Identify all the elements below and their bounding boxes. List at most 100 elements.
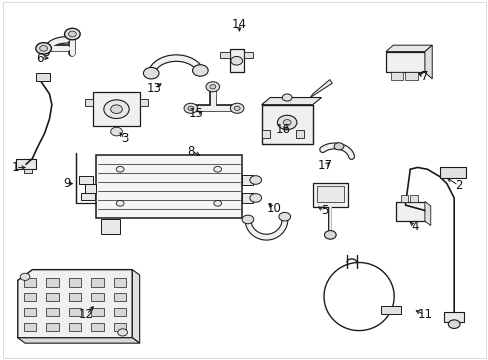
Bar xyxy=(114,278,126,287)
Bar xyxy=(261,130,270,138)
Text: 16: 16 xyxy=(275,123,290,136)
Text: 3: 3 xyxy=(121,132,128,145)
Circle shape xyxy=(110,105,122,113)
Bar xyxy=(46,293,59,301)
Circle shape xyxy=(324,230,335,239)
Bar xyxy=(444,312,463,321)
Circle shape xyxy=(110,127,122,136)
Bar xyxy=(312,183,347,207)
Circle shape xyxy=(64,28,80,40)
Circle shape xyxy=(230,57,242,65)
Bar xyxy=(439,167,466,178)
Polygon shape xyxy=(310,80,331,98)
Bar xyxy=(91,278,104,287)
Circle shape xyxy=(36,42,51,54)
Bar xyxy=(140,99,148,106)
Bar xyxy=(69,278,81,287)
Bar xyxy=(114,293,126,301)
Bar xyxy=(243,52,253,58)
Bar xyxy=(101,219,120,234)
Bar xyxy=(114,323,126,331)
Polygon shape xyxy=(18,338,140,343)
Circle shape xyxy=(209,85,215,89)
Circle shape xyxy=(116,201,124,206)
Bar xyxy=(242,175,252,185)
Polygon shape xyxy=(18,270,132,338)
Bar xyxy=(261,105,312,144)
Bar xyxy=(16,159,36,169)
Circle shape xyxy=(277,115,296,130)
Circle shape xyxy=(213,166,221,172)
Bar xyxy=(380,306,400,315)
Circle shape xyxy=(205,82,219,92)
Bar xyxy=(23,308,36,316)
Text: 6: 6 xyxy=(36,51,43,64)
Circle shape xyxy=(230,103,244,113)
Text: 9: 9 xyxy=(62,177,70,190)
Bar xyxy=(23,293,36,301)
Bar xyxy=(405,72,417,80)
Bar xyxy=(242,193,252,203)
Bar xyxy=(114,308,126,316)
Circle shape xyxy=(249,176,261,184)
Bar xyxy=(400,195,407,202)
Bar xyxy=(69,323,81,331)
Circle shape xyxy=(283,120,290,125)
Polygon shape xyxy=(424,45,431,79)
Bar xyxy=(69,308,81,316)
Circle shape xyxy=(234,106,240,111)
Bar xyxy=(93,92,140,126)
Text: 2: 2 xyxy=(454,179,462,192)
Polygon shape xyxy=(424,202,430,226)
Text: 14: 14 xyxy=(232,18,246,31)
Bar xyxy=(96,155,242,218)
Circle shape xyxy=(183,103,197,113)
Text: 8: 8 xyxy=(187,145,194,158)
Bar xyxy=(91,323,104,331)
Bar xyxy=(81,193,95,200)
Text: 15: 15 xyxy=(188,107,203,120)
Bar xyxy=(91,293,104,301)
Bar xyxy=(395,202,424,221)
Circle shape xyxy=(68,31,76,37)
Bar xyxy=(385,51,424,72)
Bar xyxy=(409,195,417,202)
Circle shape xyxy=(116,166,124,172)
Bar xyxy=(91,308,104,316)
Circle shape xyxy=(40,45,47,51)
Bar xyxy=(85,184,96,193)
Circle shape xyxy=(282,94,291,101)
Text: 7: 7 xyxy=(420,69,428,82)
Text: 5: 5 xyxy=(321,204,328,217)
Bar xyxy=(24,169,32,173)
Circle shape xyxy=(447,320,459,328)
Circle shape xyxy=(242,215,253,224)
Circle shape xyxy=(118,329,127,336)
Text: 10: 10 xyxy=(266,202,281,215)
Bar xyxy=(46,278,59,287)
Bar xyxy=(69,293,81,301)
Bar xyxy=(220,52,229,58)
Circle shape xyxy=(103,100,129,118)
Circle shape xyxy=(213,201,221,206)
Circle shape xyxy=(278,212,290,221)
Circle shape xyxy=(192,65,208,76)
Polygon shape xyxy=(261,98,321,105)
Bar xyxy=(79,176,93,184)
Text: 12: 12 xyxy=(79,308,93,321)
Text: 1: 1 xyxy=(12,161,19,174)
Bar xyxy=(295,130,304,138)
Text: 13: 13 xyxy=(146,82,162,95)
Polygon shape xyxy=(385,45,431,51)
Bar xyxy=(23,278,36,287)
Circle shape xyxy=(249,194,261,202)
Circle shape xyxy=(187,106,193,111)
Bar xyxy=(84,99,93,106)
Bar xyxy=(23,323,36,331)
Text: 4: 4 xyxy=(410,220,418,233)
Bar xyxy=(46,323,59,331)
Circle shape xyxy=(20,273,30,280)
Circle shape xyxy=(333,143,343,150)
Polygon shape xyxy=(132,270,140,343)
Bar xyxy=(316,186,343,202)
